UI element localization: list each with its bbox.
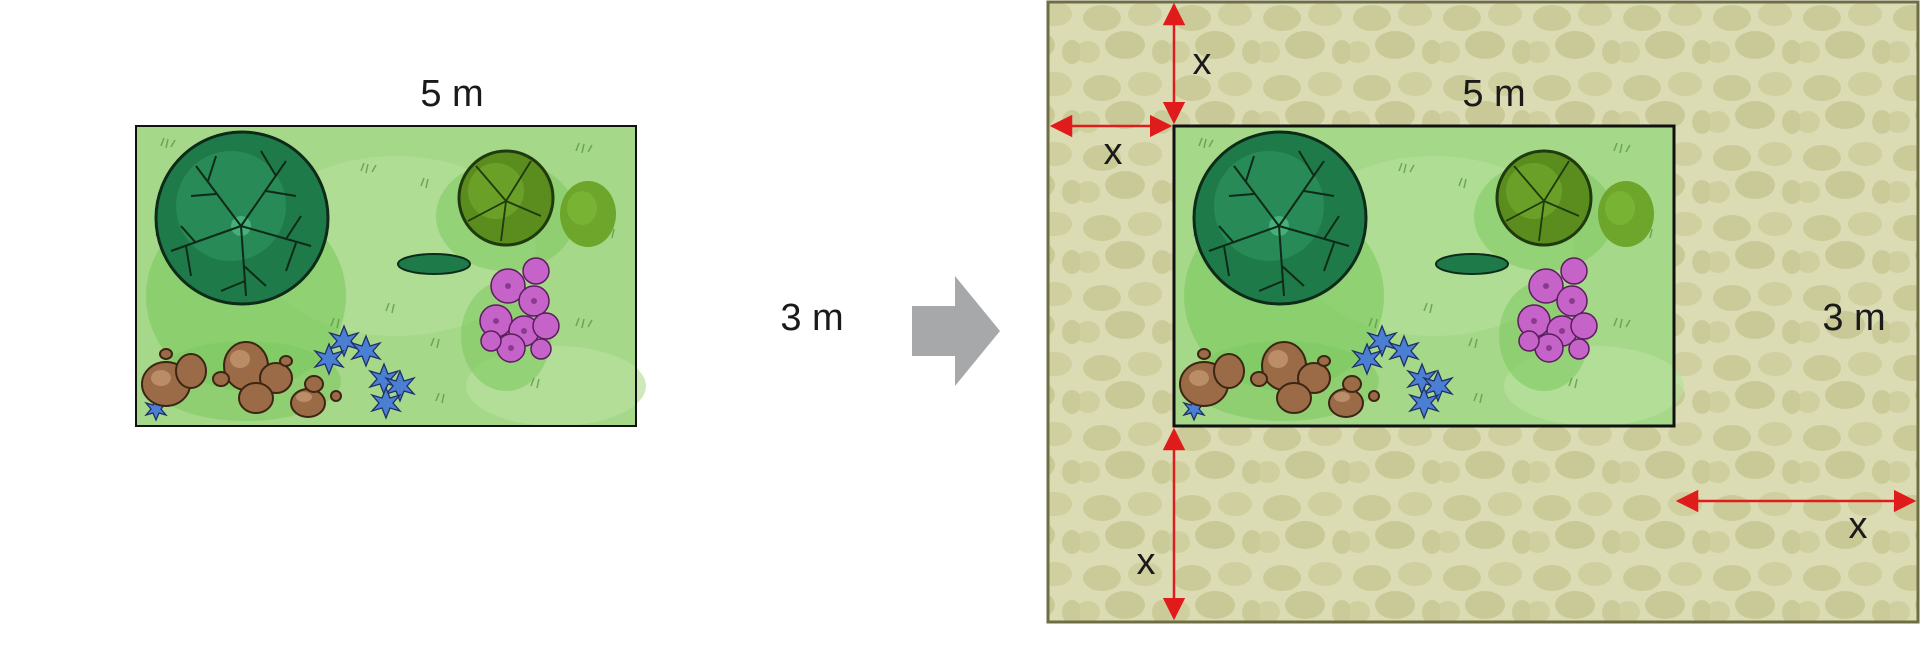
bottom-x-label: x (1137, 541, 1156, 583)
border-dimension-arrows (1049, 2, 1917, 621)
right-x-label: x (1849, 505, 1868, 547)
left-garden-bed (134, 124, 648, 428)
right-height-label: 3 m (1822, 297, 1885, 339)
right-width-label: 5 m (1462, 73, 1525, 115)
transform-arrow-icon (912, 276, 1000, 386)
left-x-label: x (1104, 131, 1123, 173)
left-height-label: 3 m (780, 297, 843, 339)
left-width-label: 5 m (420, 73, 483, 115)
right-garden-bed (1172, 124, 1686, 428)
top-x-label: x (1193, 41, 1212, 83)
